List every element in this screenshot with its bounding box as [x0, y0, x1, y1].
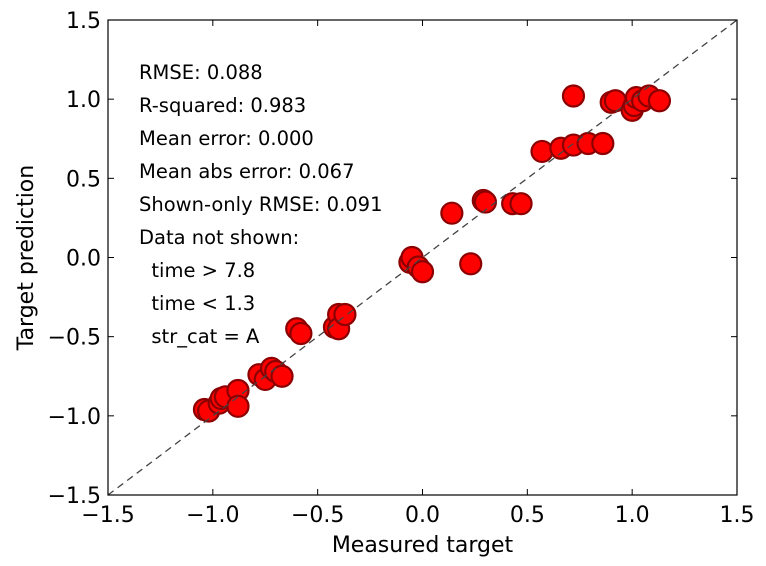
x-axis-label: Measured target	[332, 533, 514, 558]
stats-annotation-line: RMSE: 0.088	[139, 61, 263, 84]
stats-annotation-line: time > 7.8	[139, 259, 255, 282]
data-point	[289, 321, 313, 346]
data-point	[561, 84, 586, 108]
x-tick-label: −0.5	[291, 503, 344, 528]
x-tick-label: −1.0	[186, 503, 239, 528]
data-point	[270, 364, 294, 388]
stats-annotation-line: Data not shown:	[139, 226, 299, 249]
x-tick-label: 1.5	[720, 503, 755, 528]
data-point	[509, 192, 533, 216]
x-tick-label: 0.5	[510, 503, 545, 528]
x-tick-label: 1.0	[615, 503, 650, 528]
x-tick-label: 0.0	[405, 503, 440, 528]
y-tick-label: 0.0	[66, 247, 101, 272]
data-point	[459, 252, 483, 276]
y-tick-label: −1.0	[48, 405, 101, 430]
y-tick-label: 1.0	[66, 88, 101, 113]
data-point	[333, 302, 357, 327]
y-tick-label: 0.5	[66, 167, 101, 192]
points-layer	[192, 84, 672, 423]
stats-annotation-line: Mean error: 0.000	[139, 127, 314, 150]
ticks-layer: −1.5 −1.0 −0.5 0.0 0.5 1.0 1.5 −1.5 −1.0 −0.5 0.0 0…	[48, 9, 755, 528]
y-axis-label: Target prediction	[14, 165, 39, 351]
data-point	[440, 201, 464, 225]
y-tick-label: 1.5	[66, 9, 101, 34]
stats-annotation-line: R-squared: 0.983	[139, 94, 306, 117]
data-point	[410, 260, 435, 284]
stats-annotation-line: str_cat = A	[139, 325, 260, 348]
data-point	[647, 89, 672, 113]
x-tick-label: −1.5	[81, 503, 134, 528]
stats-annotation: RMSE: 0.088 R-squared: 0.983 Mean error: 0…	[139, 61, 382, 348]
y-tick-label: −1.5	[48, 484, 101, 509]
data-point	[591, 131, 615, 156]
stats-annotation-line: Shown-only RMSE: 0.091	[139, 193, 382, 216]
data-point	[226, 394, 250, 418]
data-point	[530, 139, 554, 164]
stats-annotation-line: Mean abs error: 0.067	[139, 160, 354, 183]
stats-annotation-line: time < 1.3	[139, 292, 255, 315]
y-tick-label: −0.5	[48, 326, 101, 351]
